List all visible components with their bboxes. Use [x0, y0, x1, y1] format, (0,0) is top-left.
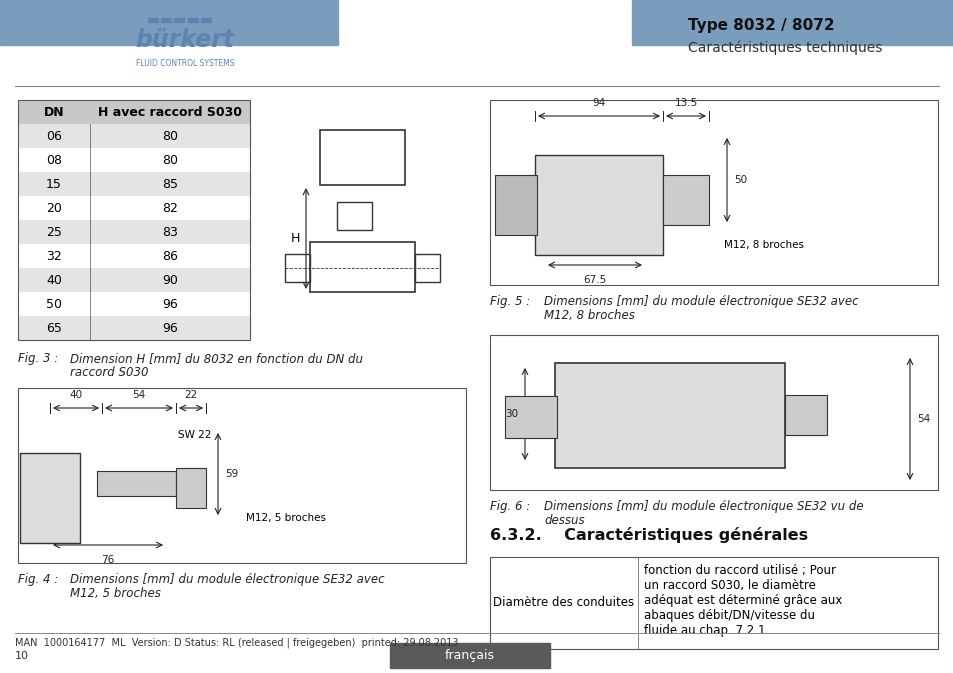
Text: 85: 85: [162, 178, 178, 190]
Text: 6.3.2.    Caractéristiques générales: 6.3.2. Caractéristiques générales: [490, 527, 807, 543]
Bar: [18, 244, 250, 268]
Text: Dimension H [mm] du 8032 en fonction du DN du: Dimension H [mm] du 8032 en fonction du …: [70, 352, 363, 365]
Text: 65: 65: [46, 322, 62, 334]
Text: Fig. 3 :: Fig. 3 :: [18, 352, 58, 365]
Bar: [173, 18, 184, 22]
Bar: [18, 172, 250, 196]
Text: 13.5: 13.5: [674, 98, 697, 108]
Text: 80: 80: [162, 153, 178, 166]
Bar: [188, 18, 198, 22]
Bar: [631, 0, 953, 45]
Text: 40: 40: [70, 390, 83, 400]
Bar: [285, 254, 310, 282]
Text: M12, 5 broches: M12, 5 broches: [70, 587, 161, 600]
Bar: [535, 155, 662, 255]
Text: Fig. 5 :: Fig. 5 :: [490, 295, 530, 308]
Bar: [415, 254, 439, 282]
Bar: [784, 395, 826, 435]
Text: MAN  1000164177  ML  Version: D Status: RL (released | freigegeben)  printed: 29: MAN 1000164177 ML Version: D Status: RL …: [15, 638, 458, 649]
Bar: [161, 18, 171, 22]
Bar: [18, 124, 250, 148]
Text: M12, 8 broches: M12, 8 broches: [723, 240, 803, 250]
Text: 08: 08: [46, 153, 62, 166]
Text: 86: 86: [162, 250, 178, 262]
Text: dessus: dessus: [543, 514, 584, 527]
Text: M12, 8 broches: M12, 8 broches: [543, 309, 634, 322]
Bar: [20, 453, 80, 543]
Text: 25: 25: [46, 225, 62, 238]
Bar: [18, 292, 250, 316]
Text: FLUID CONTROL SYSTEMS: FLUID CONTROL SYSTEMS: [135, 59, 234, 68]
Bar: [490, 335, 937, 490]
Text: 94: 94: [592, 98, 605, 108]
Bar: [490, 557, 937, 649]
Text: raccord S030: raccord S030: [70, 366, 149, 379]
Text: bürkert: bürkert: [135, 28, 234, 52]
Bar: [490, 100, 937, 285]
Text: Fig. 6 :: Fig. 6 :: [490, 500, 530, 513]
Text: 76: 76: [101, 555, 114, 565]
Text: 80: 80: [162, 129, 178, 143]
Text: 67.5: 67.5: [583, 275, 606, 285]
Bar: [18, 100, 250, 340]
Text: 96: 96: [162, 297, 177, 310]
Bar: [18, 148, 250, 172]
Bar: [175, 468, 206, 508]
Bar: [336, 202, 372, 230]
Text: 82: 82: [162, 201, 178, 215]
Text: M12, 5 broches: M12, 5 broches: [246, 513, 326, 523]
Bar: [319, 130, 405, 185]
Text: 22: 22: [184, 390, 197, 400]
Bar: [504, 396, 557, 438]
Bar: [18, 220, 250, 244]
Text: 54: 54: [916, 414, 929, 424]
Text: Dimensions [mm] du module électronique SE32 avec: Dimensions [mm] du module électronique S…: [543, 295, 858, 308]
Text: 20: 20: [46, 201, 62, 215]
Bar: [390, 643, 550, 668]
Text: Caractéristiques techniques: Caractéristiques techniques: [687, 40, 882, 55]
Text: 96: 96: [162, 322, 177, 334]
Bar: [555, 363, 784, 468]
Bar: [18, 388, 465, 563]
Bar: [662, 175, 708, 225]
Text: 50: 50: [733, 175, 746, 185]
Text: Dimensions [mm] du module électronique SE32 vu de: Dimensions [mm] du module électronique S…: [543, 500, 862, 513]
Bar: [18, 316, 250, 340]
Text: 30: 30: [504, 409, 517, 419]
Bar: [18, 268, 250, 292]
Text: 50: 50: [46, 297, 62, 310]
Text: DN: DN: [44, 106, 64, 118]
Text: H avec raccord S030: H avec raccord S030: [98, 106, 242, 118]
Bar: [18, 196, 250, 220]
Text: H: H: [291, 232, 299, 244]
Text: 90: 90: [162, 273, 178, 287]
Text: 10: 10: [15, 651, 29, 661]
Text: Diamètre des conduites: Diamètre des conduites: [493, 596, 634, 610]
Bar: [18, 100, 250, 124]
Bar: [201, 18, 211, 22]
Text: Dimensions [mm] du module électronique SE32 avec: Dimensions [mm] du module électronique S…: [70, 573, 384, 586]
Bar: [148, 18, 158, 22]
Text: Fig. 4 :: Fig. 4 :: [18, 573, 58, 586]
Text: 83: 83: [162, 225, 178, 238]
Text: 54: 54: [132, 390, 146, 400]
Bar: [97, 471, 175, 496]
Bar: [495, 175, 537, 235]
Bar: [310, 242, 415, 292]
Text: 40: 40: [46, 273, 62, 287]
Text: 15: 15: [46, 178, 62, 190]
Text: 06: 06: [46, 129, 62, 143]
Text: fonction du raccord utilisé ; Pour
un raccord S030, le diamètre
adéquat est déte: fonction du raccord utilisé ; Pour un ra…: [643, 564, 841, 637]
Text: Type 8032 / 8072: Type 8032 / 8072: [687, 18, 834, 33]
Text: français: français: [444, 649, 495, 662]
Bar: [0, 0, 337, 45]
Text: SW 22: SW 22: [178, 430, 212, 440]
Text: 32: 32: [46, 250, 62, 262]
Text: 59: 59: [225, 469, 238, 479]
